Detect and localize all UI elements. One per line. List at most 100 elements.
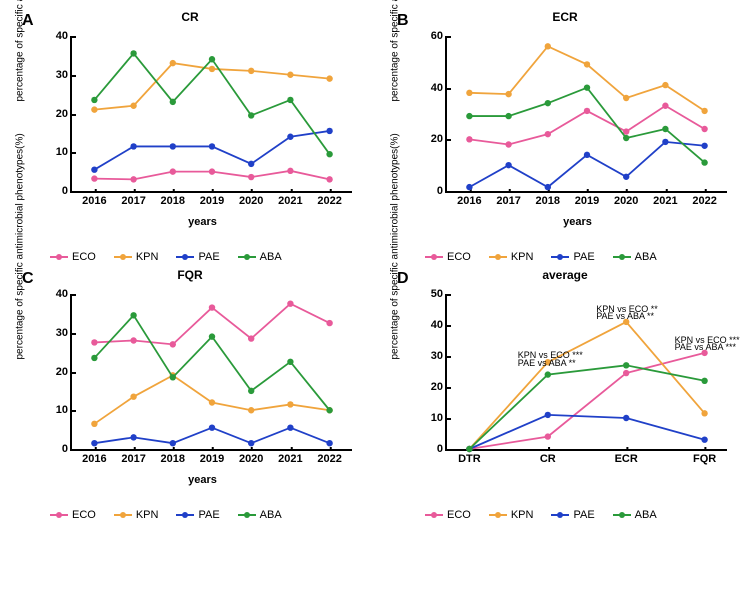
- series-line-PAE: [94, 131, 329, 170]
- x-tick: 2016: [457, 191, 481, 207]
- series-marker-ABA: [287, 359, 293, 365]
- y-tick: 30: [56, 327, 72, 339]
- x-tick: 2020: [239, 449, 263, 465]
- legend-item-KPN: KPN: [114, 509, 159, 521]
- legend-item-PAE: PAE: [176, 251, 219, 263]
- series-marker-PAE: [623, 174, 629, 180]
- series-marker-ABA: [505, 113, 511, 119]
- legend-item-PAE: PAE: [176, 509, 219, 521]
- series-marker-PAE: [326, 440, 332, 446]
- y-tick: 30: [431, 350, 447, 362]
- series-marker-ABA: [326, 151, 332, 157]
- legend-item-KPN: KPN: [489, 509, 534, 521]
- series-marker-KPN: [209, 399, 215, 405]
- legend: ECOKPNPAEABA: [50, 509, 370, 521]
- legend-swatch-ABA: [238, 256, 256, 258]
- plot-area: 0102030402016201720182019202020212022: [70, 36, 352, 193]
- legend-swatch-ABA: [238, 514, 256, 516]
- series-marker-PAE: [701, 437, 707, 443]
- x-tick: 2022: [692, 191, 716, 207]
- legend-swatch-KPN: [114, 514, 132, 516]
- x-tick: 2021: [653, 191, 677, 207]
- legend-swatch-PAE: [176, 514, 194, 516]
- series-marker-PAE: [209, 143, 215, 149]
- y-tick: 0: [62, 185, 72, 197]
- annotation: PAE vs ABA **: [518, 358, 576, 368]
- series-marker-PAE: [248, 440, 254, 446]
- x-tick: 2018: [161, 449, 185, 465]
- panel-title: CR: [10, 10, 370, 24]
- series-marker-KPN: [209, 66, 215, 72]
- x-tick: 2021: [278, 449, 302, 465]
- series-marker-ECO: [209, 304, 215, 310]
- plot-area: 0102030402016201720182019202020212022: [70, 294, 352, 451]
- series-marker-PAE: [170, 143, 176, 149]
- series-marker-PAE: [623, 415, 629, 421]
- series-marker-KPN: [545, 43, 551, 49]
- series-marker-PAE: [91, 166, 97, 172]
- legend-item-ABA: ABA: [238, 251, 282, 263]
- x-tick: 2017: [121, 191, 145, 207]
- series-marker-ECO: [130, 176, 136, 182]
- legend-item-PAE: PAE: [551, 251, 594, 263]
- legend-swatch-KPN: [489, 256, 507, 258]
- series-marker-KPN: [623, 95, 629, 101]
- x-tick: 2017: [496, 191, 520, 207]
- legend-swatch-PAE: [176, 256, 194, 258]
- legend-swatch-KPN: [114, 256, 132, 258]
- series-marker-ECO: [584, 108, 590, 114]
- series-marker-ECO: [505, 141, 511, 147]
- legend-label: PAE: [198, 509, 219, 521]
- y-tick: 0: [437, 185, 447, 197]
- series-marker-PAE: [466, 184, 472, 190]
- series-marker-PAE: [505, 162, 511, 168]
- panel-d: Daveragepercentage of specific antimicro…: [385, 268, 745, 521]
- panel-title: FQR: [10, 268, 370, 282]
- series-marker-ECO: [170, 168, 176, 174]
- series-marker-ABA: [545, 100, 551, 106]
- series-marker-ABA: [209, 333, 215, 339]
- y-tick: 40: [431, 319, 447, 331]
- x-tick: ECR: [615, 449, 638, 465]
- legend-label: KPN: [511, 251, 534, 263]
- series-marker-ABA: [466, 446, 472, 452]
- series-marker-PAE: [545, 184, 551, 190]
- legend-label: PAE: [573, 251, 594, 263]
- series-marker-KPN: [662, 82, 668, 88]
- series-line-ABA: [469, 88, 704, 163]
- legend-item-ECO: ECO: [50, 509, 96, 521]
- series-marker-ECO: [248, 335, 254, 341]
- series-marker-KPN: [248, 68, 254, 74]
- series-marker-ABA: [91, 355, 97, 361]
- series-marker-ECO: [170, 341, 176, 347]
- panel-title: ECR: [385, 10, 745, 24]
- series-marker-ABA: [287, 97, 293, 103]
- series-marker-PAE: [701, 143, 707, 149]
- series-marker-ECO: [662, 103, 668, 109]
- panel-c: CFQRpercentage of specific antimicrobial…: [10, 268, 370, 521]
- series-marker-ABA: [701, 159, 707, 165]
- series-marker-ECO: [701, 126, 707, 132]
- series-marker-PAE: [248, 161, 254, 167]
- legend-swatch-PAE: [551, 514, 569, 516]
- legend-item-KPN: KPN: [489, 251, 534, 263]
- series-marker-KPN: [287, 72, 293, 78]
- series-marker-ABA: [170, 99, 176, 105]
- series-marker-ECO: [326, 176, 332, 182]
- x-tick: 2019: [200, 449, 224, 465]
- x-tick: 2019: [200, 191, 224, 207]
- annotation: PAE vs ABA **: [596, 311, 654, 321]
- y-tick: 20: [431, 133, 447, 145]
- series-marker-KPN: [248, 407, 254, 413]
- legend: ECOKPNPAEABA: [425, 509, 745, 521]
- series-marker-ECO: [623, 370, 629, 376]
- y-tick: 40: [56, 30, 72, 42]
- line-svg: [72, 294, 352, 449]
- x-axis-label: years: [188, 216, 217, 228]
- y-axis-label: percentage of specific antimicrobial phe…: [15, 0, 26, 102]
- series-marker-PAE: [287, 134, 293, 140]
- legend-swatch-ECO: [425, 256, 443, 258]
- plot-area: 01020304050DTRCRECRFQRKPN vs ECO **PAE v…: [445, 294, 727, 451]
- x-tick: 2020: [614, 191, 638, 207]
- series-marker-PAE: [287, 424, 293, 430]
